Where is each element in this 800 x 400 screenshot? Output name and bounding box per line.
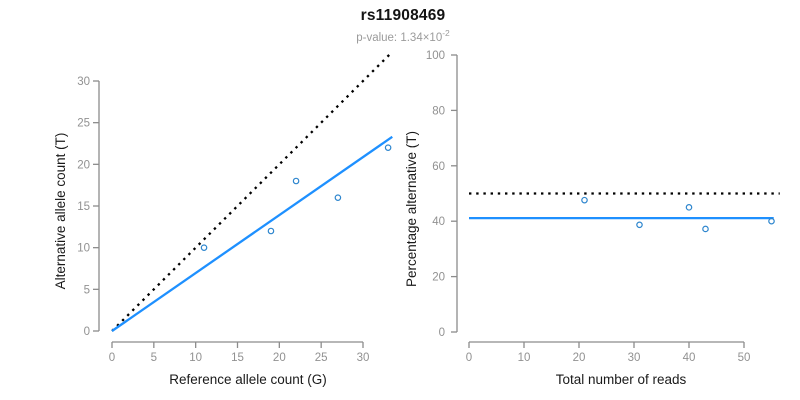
data-point <box>384 144 392 151</box>
y-tick-label: 0 <box>84 326 90 338</box>
x-tick-label: 50 <box>738 352 751 364</box>
x-tick-label: 25 <box>315 352 328 364</box>
y-tick-label: 80 <box>432 105 445 117</box>
x-axis-title: Reference allele count (G) <box>169 372 327 387</box>
y-tick-label: 60 <box>432 161 445 173</box>
pvalue-exponent: -2 <box>442 28 450 38</box>
x-tick-label: 0 <box>466 352 472 364</box>
plot-left: 0 5 10 15 20 25 30 0 5 10 15 20 25 30 Reference allele… <box>53 53 393 387</box>
x-tick-label: 5 <box>151 352 157 364</box>
data-point <box>685 204 693 211</box>
pvalue-text: p-value: 1.34×10 <box>356 32 443 44</box>
x-tick-label: 0 <box>109 352 115 364</box>
x-tick-label: 40 <box>683 352 696 364</box>
x-tick-label: 30 <box>357 352 370 364</box>
data-point <box>267 227 275 235</box>
y-tick-label: 30 <box>77 76 90 88</box>
x-tick-label: 10 <box>518 352 531 364</box>
x-tick-label: 20 <box>273 352 286 364</box>
x-tick-label: 10 <box>189 352 202 364</box>
chart-subtitle: p-value: 1.34×10-2 <box>0 28 800 44</box>
y-tick-label: 15 <box>77 201 90 213</box>
data-point <box>200 244 208 251</box>
x-tick-label: 15 <box>231 352 244 364</box>
data-point <box>581 196 588 204</box>
fit-line <box>111 135 393 332</box>
x-tick-label: 30 <box>628 352 641 364</box>
y-axis-title: Alternative allele count (T) <box>53 133 68 290</box>
y-axis-title: Percentage alternative (T) <box>404 131 419 287</box>
y-tick-label: 10 <box>77 243 90 255</box>
data-point <box>292 177 300 185</box>
y-tick-label: 5 <box>84 284 90 296</box>
data-point <box>702 225 709 233</box>
y-tick-label: 25 <box>77 118 90 130</box>
y-tick-label: 20 <box>432 272 445 284</box>
y-tick-label: 100 <box>426 50 445 62</box>
plot-right: 0 10 20 30 40 50 0 20 40 60 80 100 Total number of r… <box>404 50 780 387</box>
data-point <box>334 194 342 201</box>
chart-title: rs11908469 <box>360 7 446 24</box>
y-tick-label: 20 <box>77 159 90 171</box>
y-tick-label: 40 <box>432 216 445 228</box>
x-tick-label: 20 <box>573 352 586 364</box>
identity-line <box>111 53 391 332</box>
data-point <box>636 221 643 229</box>
y-tick-label: 0 <box>439 327 445 339</box>
data-point <box>768 217 775 225</box>
x-axis-title: Total number of reads <box>556 372 687 387</box>
